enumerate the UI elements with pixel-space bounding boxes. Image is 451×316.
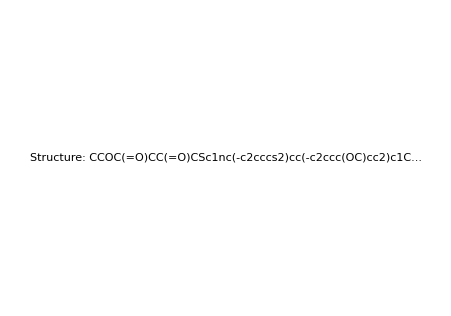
Text: Structure: CCOC(=O)CC(=O)CSc1nc(-c2cccs2)cc(-c2ccc(OC)cc2)c1C...: Structure: CCOC(=O)CC(=O)CSc1nc(-c2cccs2… (30, 153, 421, 163)
